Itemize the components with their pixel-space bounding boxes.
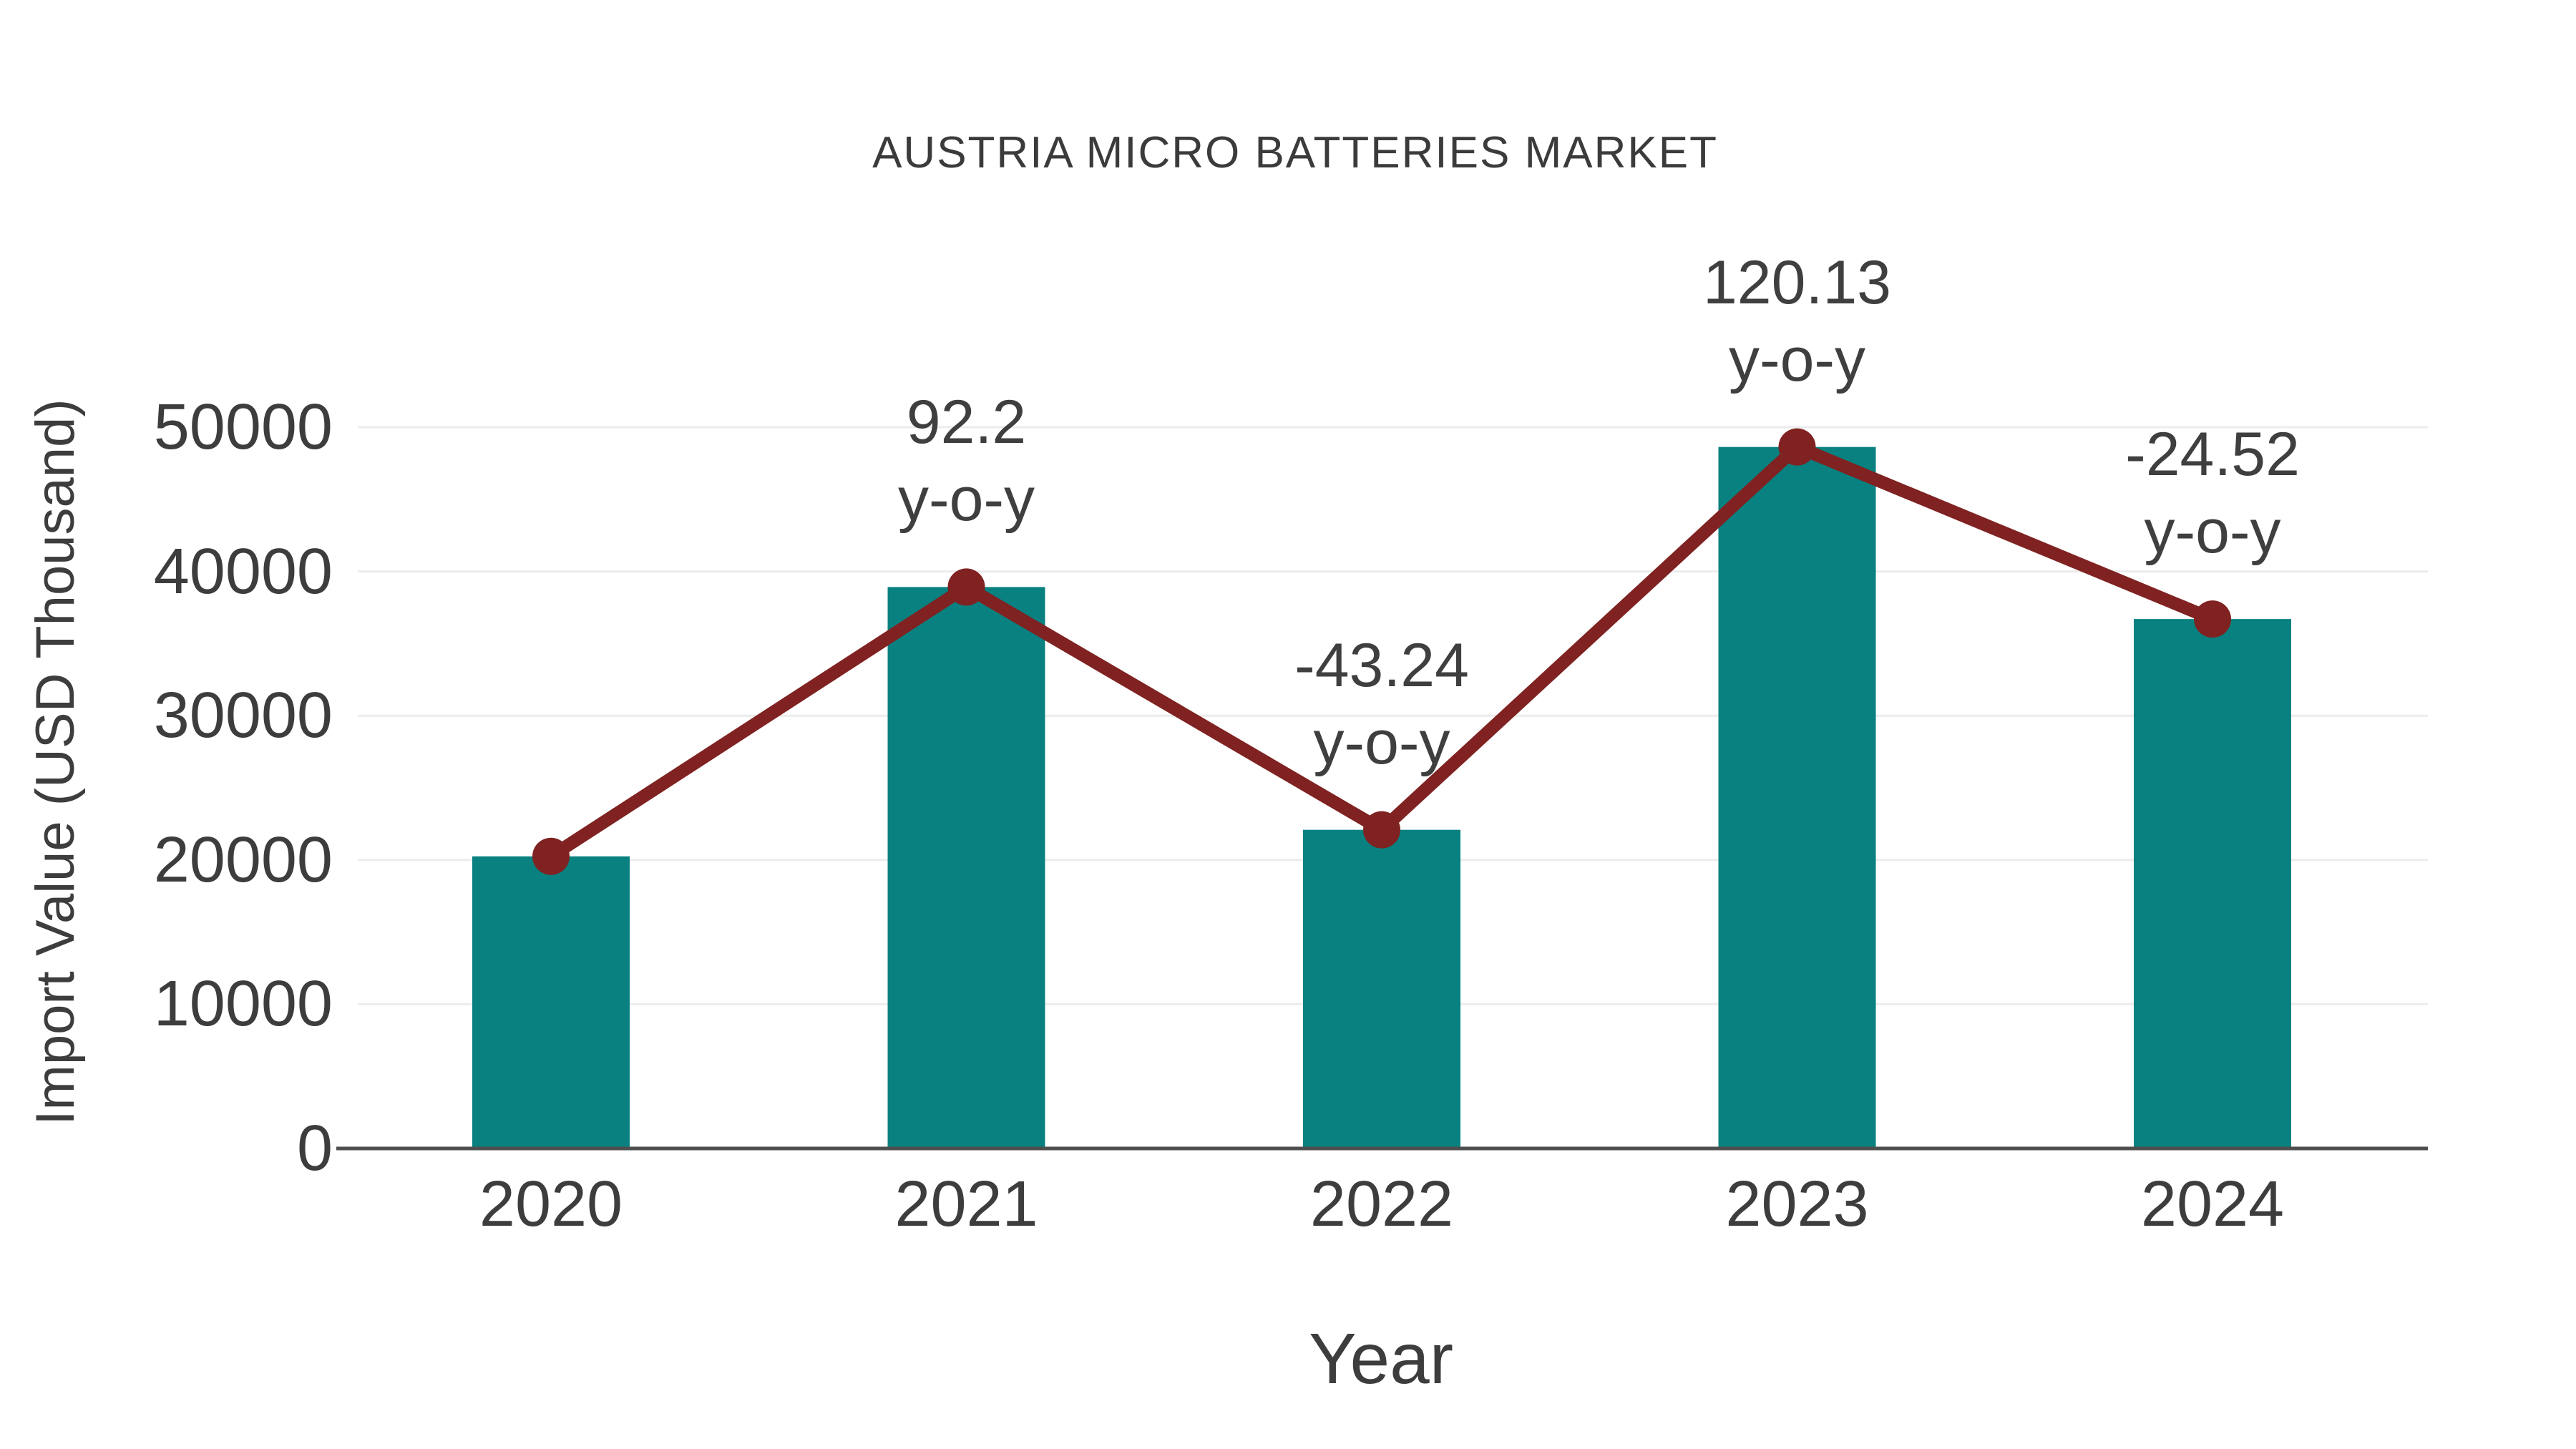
- yoy-marker-2020: [532, 837, 570, 875]
- yoy-annotation-suffix: y-o-y: [1313, 708, 1450, 777]
- yoy-annotation-value: 92.2: [906, 388, 1027, 457]
- yoy-marker-2023: [1778, 428, 1816, 466]
- yoy-annotation-value: -24.52: [2125, 420, 2300, 489]
- x-tick-label-2022: 2022: [1309, 1169, 1454, 1240]
- x-axis-title: Year: [1308, 1319, 1454, 1399]
- y-tick-label-40000: 40000: [153, 535, 333, 608]
- yoy-annotation-2021: 92.2 y-o-y: [716, 384, 1217, 538]
- bar-2021: [887, 587, 1045, 1148]
- yoy-annotation-value: -43.24: [1294, 630, 1469, 700]
- y-tick-label-10000: 10000: [153, 968, 333, 1040]
- y-tick-label-50000: 50000: [153, 391, 333, 463]
- x-tick-label-2023: 2023: [1725, 1169, 1869, 1240]
- y-tick-label-20000: 20000: [153, 824, 333, 896]
- bar-2024: [2134, 619, 2291, 1148]
- yoy-marker-2021: [947, 568, 985, 606]
- yoy-annotation-2022: -43.24 y-o-y: [1131, 627, 1632, 781]
- bar-2023: [1718, 447, 1876, 1148]
- yoy-annotation-2023: 120.13 y-o-y: [1547, 244, 2048, 399]
- chart-title: AUSTRIA MICRO BATTERIES MARKET: [872, 128, 1718, 177]
- x-tick-label-2020: 2020: [479, 1169, 623, 1240]
- bar-2022: [1303, 829, 1460, 1148]
- y-tick-label-0: 0: [296, 1113, 333, 1184]
- bar-2020: [472, 856, 630, 1148]
- x-tick-label-2024: 2024: [2140, 1169, 2285, 1240]
- yoy-marker-2024: [2194, 600, 2231, 638]
- yoy-annotation-value: 120.13: [1702, 248, 1892, 317]
- yoy-annotation-suffix: y-o-y: [2144, 497, 2281, 567]
- yoy-marker-2022: [1363, 811, 1400, 849]
- yoy-annotation-2024: -24.52 y-o-y: [1962, 416, 2463, 570]
- x-tick-label-2021: 2021: [894, 1169, 1038, 1240]
- yoy-annotation-suffix: y-o-y: [897, 465, 1035, 535]
- y-tick-label-30000: 30000: [153, 680, 333, 752]
- yoy-annotation-suffix: y-o-y: [1728, 325, 1866, 394]
